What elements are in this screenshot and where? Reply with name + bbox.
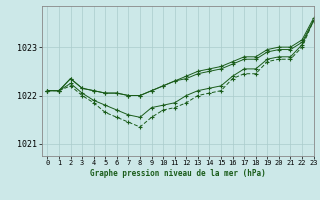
X-axis label: Graphe pression niveau de la mer (hPa): Graphe pression niveau de la mer (hPa) — [90, 169, 266, 178]
